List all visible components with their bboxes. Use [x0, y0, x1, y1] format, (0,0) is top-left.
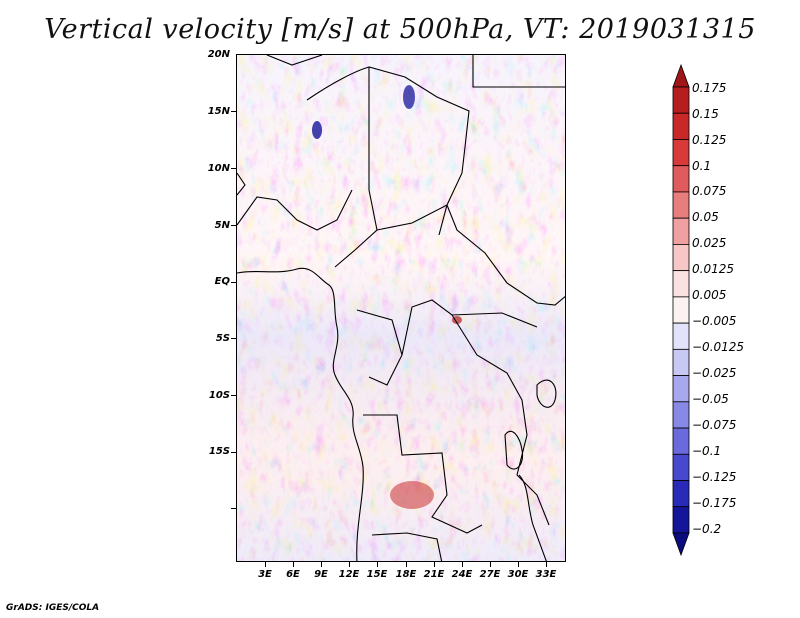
colorbar-segment — [672, 112, 690, 140]
legend-label: 0.025 — [692, 236, 727, 250]
colorbar — [672, 63, 690, 557]
lat-label-5n: 5N — [214, 220, 230, 231]
lon-label-3e: 3E — [258, 569, 272, 580]
colorbar-segment — [672, 270, 690, 298]
colorbar-segment — [672, 165, 690, 193]
lon-label-21e: 21E — [423, 569, 445, 580]
legend-label: 0.0125 — [692, 262, 734, 276]
lat-tick — [231, 395, 236, 396]
legend-label: 0.05 — [692, 210, 719, 224]
lon-tick — [265, 562, 266, 567]
colorbar-segment — [672, 427, 690, 455]
legend-label: −0.0125 — [692, 340, 745, 354]
lat-tick — [231, 282, 236, 283]
lat-tick — [231, 508, 236, 509]
legend-label: 0.125 — [692, 133, 727, 147]
vertical-velocity-field — [237, 55, 565, 561]
lon-tick — [377, 562, 378, 567]
coastline-borders — [237, 55, 565, 561]
lat-label-10n: 10N — [207, 163, 230, 174]
lat-label-20n: 20N — [207, 49, 230, 60]
lon-label-18e: 18E — [395, 569, 417, 580]
colorbar-segment — [672, 139, 690, 167]
colorbar-segment — [672, 217, 690, 245]
lon-label-15e: 15E — [366, 569, 388, 580]
legend-label: 0.175 — [692, 81, 727, 95]
colorbar-segment — [672, 296, 690, 324]
lat-tick — [231, 111, 236, 112]
colorbar-segment — [672, 191, 690, 219]
lon-label-9e: 9E — [314, 569, 328, 580]
colorbar-segment — [672, 244, 690, 272]
colorbar-segment — [672, 453, 690, 481]
legend-label: −0.125 — [692, 470, 737, 484]
lat-label-15s: 15S — [208, 446, 230, 457]
lat-label-15n: 15N — [207, 106, 230, 117]
legend-label: 0.1 — [692, 159, 712, 173]
map-panel — [236, 54, 566, 562]
chart-title: Vertical velocity [m/s] at 500hPa, VT: 2… — [44, 14, 756, 45]
colorbar-segment — [672, 322, 690, 350]
lon-label-27e: 27E — [479, 569, 501, 580]
legend-label: −0.2 — [692, 522, 722, 536]
colorbar-segment — [672, 86, 690, 114]
lon-tick — [321, 562, 322, 567]
legend-label: 0.15 — [692, 107, 719, 121]
lat-label-5s: 5S — [215, 333, 230, 344]
legend-label: −0.1 — [692, 444, 722, 458]
lon-tick — [406, 562, 407, 567]
legend-label: −0.075 — [692, 418, 737, 432]
lon-label-6e: 6E — [286, 569, 300, 580]
lon-label-24e: 24E — [451, 569, 473, 580]
lon-label-30e: 30E — [507, 569, 529, 580]
lon-tick — [546, 562, 547, 567]
colorbar-segment — [672, 532, 690, 557]
footer-credit: GrADS: IGES/COLA — [6, 603, 100, 613]
lon-tick — [293, 562, 294, 567]
lat-tick — [231, 225, 236, 226]
colorbar-segment — [672, 401, 690, 429]
legend-label: −0.025 — [692, 366, 737, 380]
colorbar-segment — [672, 348, 690, 376]
lat-tick — [231, 338, 236, 339]
lat-tick — [231, 168, 236, 169]
colorbar-segment — [672, 375, 690, 403]
legend-label: −0.175 — [692, 496, 737, 510]
lat-tick — [231, 452, 236, 453]
legend-label: −0.005 — [692, 314, 737, 328]
lon-label-12e: 12E — [338, 569, 360, 580]
legend-label: 0.075 — [692, 184, 727, 198]
lon-label-33e: 33E — [535, 569, 557, 580]
colorbar-segment — [672, 63, 690, 88]
lon-tick — [462, 562, 463, 567]
lon-tick — [490, 562, 491, 567]
legend-label: −0.05 — [692, 392, 729, 406]
colorbar-segment — [672, 506, 690, 534]
lon-tick — [349, 562, 350, 567]
colorbar-segment — [672, 480, 690, 508]
lat-label-eq: EQ — [214, 276, 230, 287]
lon-tick — [434, 562, 435, 567]
lon-tick — [518, 562, 519, 567]
lat-label-10s: 10S — [208, 390, 230, 401]
legend-label: 0.005 — [692, 288, 727, 302]
